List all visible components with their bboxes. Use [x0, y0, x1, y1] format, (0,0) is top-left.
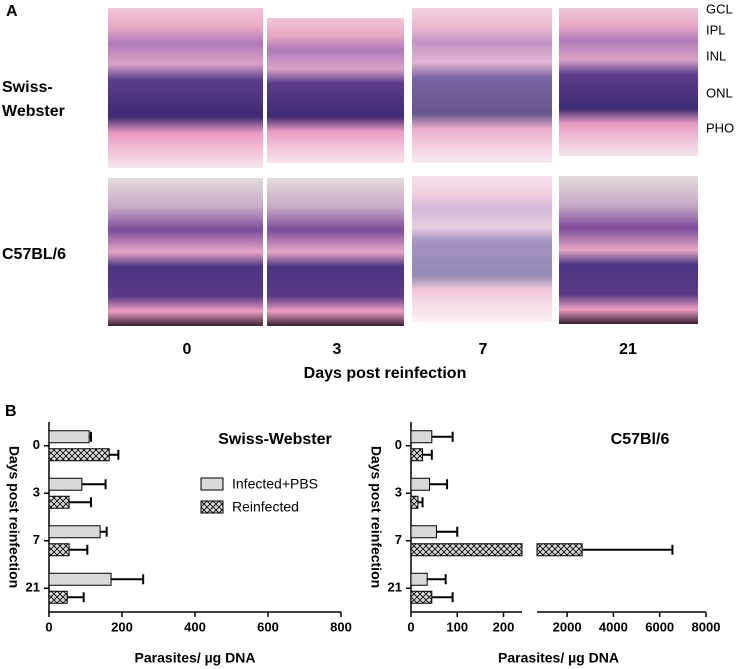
bar	[48, 590, 68, 604]
panel-label: B	[5, 403, 17, 420]
bar	[48, 448, 110, 462]
x-tick-label: 0	[407, 619, 414, 634]
y-axis-label: Days post reinfection	[6, 446, 22, 588]
x-tick-label: 200	[111, 619, 133, 634]
legend-label: Infected+PBS	[232, 476, 318, 492]
x-axis-label: Parasites/ µg DNA	[498, 650, 619, 666]
micrograph	[559, 176, 698, 324]
layer-label: PHO	[706, 120, 734, 135]
y-tick-label: 21	[26, 580, 40, 595]
y-tick-label: 7	[395, 532, 402, 547]
micrograph	[559, 8, 698, 156]
micrograph	[108, 8, 263, 168]
layer-label: ONL	[706, 85, 733, 100]
x-axis-label: Days post reinfection	[304, 365, 467, 382]
y-axis-label: Days post reinfection	[368, 446, 384, 588]
legend-swatch	[200, 500, 224, 514]
legend-label: Reinfected	[232, 499, 299, 515]
micrographs	[108, 8, 698, 326]
x-tick-label: 0	[45, 619, 52, 634]
bar	[410, 448, 424, 462]
panel-label: A	[6, 3, 18, 20]
row-label: Swiss-Webster	[2, 79, 65, 120]
micrograph	[267, 178, 404, 326]
layer-label: GCL	[706, 1, 733, 16]
bar	[48, 572, 112, 586]
bar	[410, 525, 437, 539]
x-tick-label: 4000	[599, 619, 628, 634]
column-label: 3	[333, 341, 342, 358]
bar	[536, 543, 583, 557]
bar	[410, 590, 433, 604]
y-tick-label: 3	[395, 485, 402, 500]
bar	[48, 495, 70, 509]
chart-title: C57Bl/6	[611, 431, 670, 448]
x-tick-label: 8000	[692, 619, 721, 634]
bar	[48, 543, 70, 557]
bar	[410, 430, 433, 444]
x-tick-label: 200	[493, 619, 515, 634]
y-tick-label: 0	[33, 437, 40, 452]
chart-title: Swiss-Webster	[218, 431, 332, 448]
bar	[48, 477, 83, 491]
legend-swatch	[200, 477, 224, 491]
bar	[410, 495, 419, 509]
x-tick-label: 2000	[553, 619, 582, 634]
y-tick-label: 0	[395, 437, 402, 452]
x-tick-label: 800	[330, 619, 352, 634]
x-tick-label: 6000	[645, 619, 674, 634]
column-label: 0	[183, 341, 192, 358]
x-tick-label: 100	[446, 619, 468, 634]
column-label: 21	[619, 341, 637, 358]
bar	[410, 543, 523, 557]
micrograph	[412, 176, 552, 322]
micrograph	[267, 18, 404, 163]
x-axis-label: Parasites/ µg DNA	[135, 650, 256, 666]
layer-label: IPL	[706, 22, 726, 37]
bar	[410, 477, 430, 491]
column-label: 7	[479, 341, 488, 358]
bar	[48, 525, 101, 539]
x-tick-label: 600	[257, 619, 279, 634]
micrograph	[108, 178, 263, 326]
bar	[410, 572, 428, 586]
y-tick-label: 7	[33, 532, 40, 547]
bar	[48, 430, 90, 444]
x-tick-label: 400	[184, 619, 206, 634]
micrograph	[412, 8, 552, 163]
y-tick-label: 21	[388, 580, 402, 595]
y-tick-label: 3	[33, 485, 40, 500]
row-label: C57BL/6	[2, 246, 66, 263]
layer-label: INL	[706, 48, 726, 63]
